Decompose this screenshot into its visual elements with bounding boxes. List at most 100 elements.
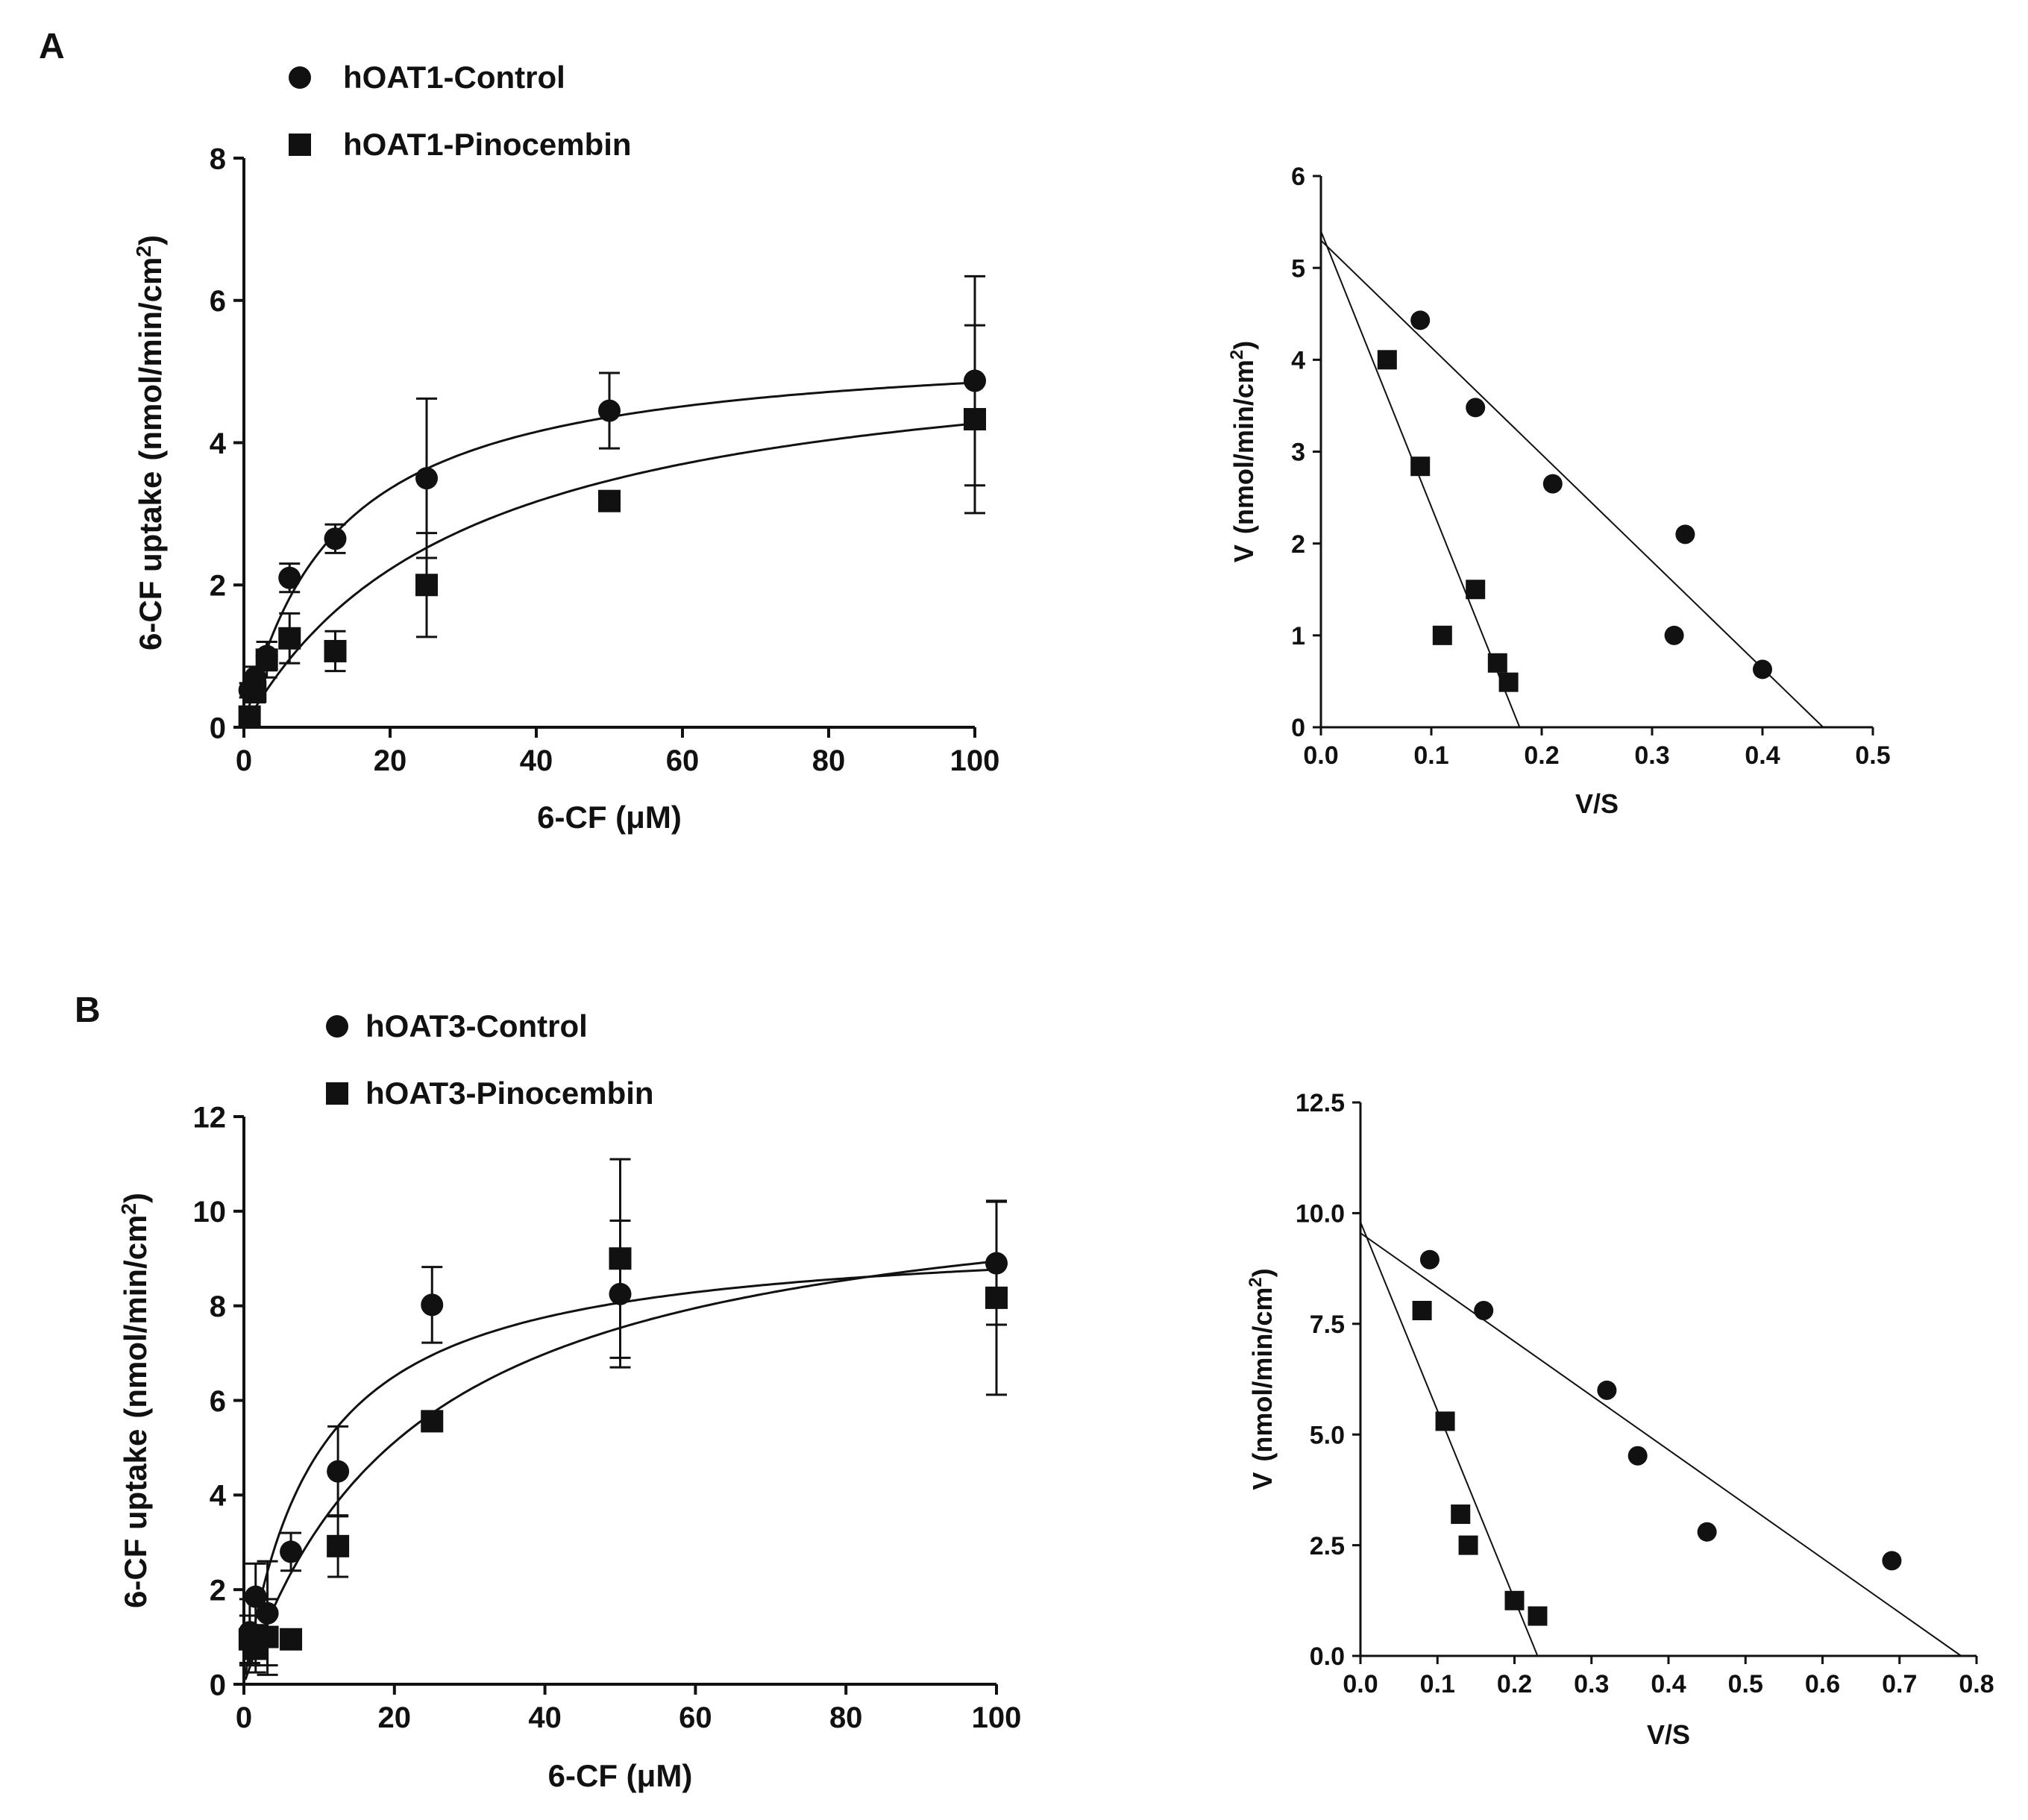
y-tick-label: 0	[210, 712, 226, 744]
y-tick-label: 0.0	[1310, 1642, 1345, 1671]
x-tick-label: 0.3	[1574, 1670, 1609, 1698]
x-tick-label: 40	[520, 744, 553, 777]
y-tick-label: 0	[210, 1669, 226, 1701]
y-tick-label: 10.0	[1296, 1200, 1345, 1228]
y-axis-label-main: 6-CF uptake	[118, 1429, 153, 1608]
chart-a-saturation: 0 20 40 60 80 100 0 2 4 6 8 6-CF (μM) 6-CF uptake (nm…	[39, 27, 999, 835]
data-point	[1504, 1590, 1525, 1610]
data-point	[1882, 1551, 1902, 1571]
y-tick-label: 4	[210, 427, 227, 460]
series-square	[1320, 230, 1521, 728]
data-point	[1487, 653, 1507, 673]
x-tick-label: 0.3	[1634, 741, 1669, 770]
legend-entry: hOAT1-Control	[343, 60, 565, 95]
y-axis-label-close: )	[133, 235, 168, 245]
y-axis-label-main: V	[1247, 1472, 1278, 1490]
x-tick-label: 0.5	[1728, 1670, 1763, 1698]
x-tick-label: 0.2	[1497, 1670, 1532, 1698]
chart-b-saturation: 0 20 40 60 80 100 0 2 4 6 8 10 12 6-CF (μM) 6-CF uptak…	[75, 991, 1021, 1793]
x-axis-label: V/S	[1647, 1719, 1690, 1750]
data-point	[1419, 1249, 1440, 1270]
y-tick-label: 8	[210, 1290, 226, 1323]
data-point	[1410, 456, 1431, 477]
y-axis-label-sup: 2	[132, 245, 155, 257]
y-axis-label: 6-CF uptake (nmol/min/cm2)	[132, 235, 168, 650]
data-point	[598, 489, 621, 512]
y-axis-label-unit: (nmol/min/cm	[133, 257, 168, 461]
regression-line	[1320, 230, 1521, 728]
y-tick-label: 2	[1291, 530, 1305, 559]
x-tick-label: 40	[528, 1701, 562, 1734]
regression-line	[1360, 1232, 1962, 1657]
data-point	[1597, 1380, 1617, 1400]
x-tick-label: 0	[236, 1701, 252, 1734]
x-tick-label: 0.0	[1303, 741, 1338, 770]
y-axis-label-close: )	[1228, 341, 1259, 350]
y-tick-label: 12	[193, 1101, 227, 1134]
fit-curve	[244, 422, 976, 726]
y-axis-label-sup: 2	[1227, 350, 1247, 360]
y-tick-label: 6	[210, 1385, 226, 1418]
x-tick-label: 0.4	[1651, 1670, 1686, 1698]
data-point	[1474, 1300, 1494, 1320]
y-tick-label: 4	[1291, 347, 1305, 375]
y-axis-label-unit: (nmol/min/cm	[1247, 1287, 1278, 1462]
data-point	[324, 639, 347, 662]
legend-marker	[326, 1015, 348, 1038]
y-tick-label: 10	[193, 1196, 227, 1228]
data-point	[1451, 1504, 1471, 1525]
legend-entry: hOAT3-Pinocembin	[365, 1076, 654, 1111]
regression-line	[1320, 239, 1824, 728]
data-point	[255, 648, 278, 671]
series-square	[1360, 1221, 1548, 1657]
y-axis-label-sup: 2	[117, 1203, 140, 1215]
data-point	[1675, 524, 1695, 545]
y-tick-label: 2	[210, 1575, 226, 1607]
data-point	[598, 399, 621, 422]
data-point	[1432, 625, 1452, 645]
data-point	[1435, 1411, 1455, 1431]
y-tick-label: 1	[1291, 622, 1305, 650]
data-point	[327, 1534, 350, 1557]
x-tick-label: 0.1	[1413, 741, 1448, 770]
y-tick-label: 12.5	[1296, 1089, 1345, 1117]
y-tick-label: 4	[210, 1480, 227, 1513]
y-tick-label: 6	[210, 285, 226, 318]
data-point	[421, 1293, 444, 1317]
series-square	[238, 1158, 1008, 1681]
y-tick-label: 0	[1291, 714, 1305, 742]
y-axis-label-main: 6-CF uptake	[133, 471, 168, 650]
data-point	[244, 1585, 267, 1608]
y-axis-label-unit: (nmol/min/cm	[1228, 360, 1259, 534]
y-axis-label: V (nmol/min/cm2)	[1246, 1268, 1278, 1490]
legend-entry: hOAT1-Pinocembin	[343, 127, 632, 162]
data-point	[238, 705, 261, 728]
chart-b-eadie-hofstee: 0.0 0.1 0.2 0.3 0.4 0.5 0.6 0.7 0.8 0.0 2.5 5.0 7.5 1…	[1246, 1089, 1994, 1750]
data-point	[280, 1628, 303, 1651]
y-axis-label: V (nmol/min/cm2)	[1227, 341, 1259, 562]
data-point	[1753, 659, 1772, 680]
x-tick-label: 0.8	[1959, 1670, 1994, 1698]
data-point	[1664, 625, 1684, 645]
data-point	[280, 1540, 303, 1563]
x-tick-label: 0	[236, 744, 252, 777]
x-tick-label: 80	[829, 1701, 863, 1734]
y-tick-label: 2.5	[1310, 1532, 1345, 1560]
legend-marker	[326, 1082, 348, 1105]
data-point	[1377, 350, 1397, 370]
x-tick-label: 0.7	[1882, 1670, 1917, 1698]
x-tick-label: 0.0	[1343, 1670, 1378, 1698]
data-point	[278, 566, 301, 589]
data-point	[415, 467, 438, 490]
legend-marker	[289, 134, 311, 156]
x-tick-label: 0.6	[1805, 1670, 1840, 1698]
x-tick-label: 0.2	[1524, 741, 1559, 770]
y-tick-label: 3	[1291, 439, 1305, 467]
data-point	[1697, 1522, 1717, 1542]
x-tick-label: 20	[374, 744, 407, 777]
legend-marker	[289, 66, 311, 89]
y-tick-label: 7.5	[1310, 1311, 1345, 1339]
x-tick-label: 100	[950, 744, 1000, 777]
y-tick-label: 5	[1291, 254, 1305, 283]
